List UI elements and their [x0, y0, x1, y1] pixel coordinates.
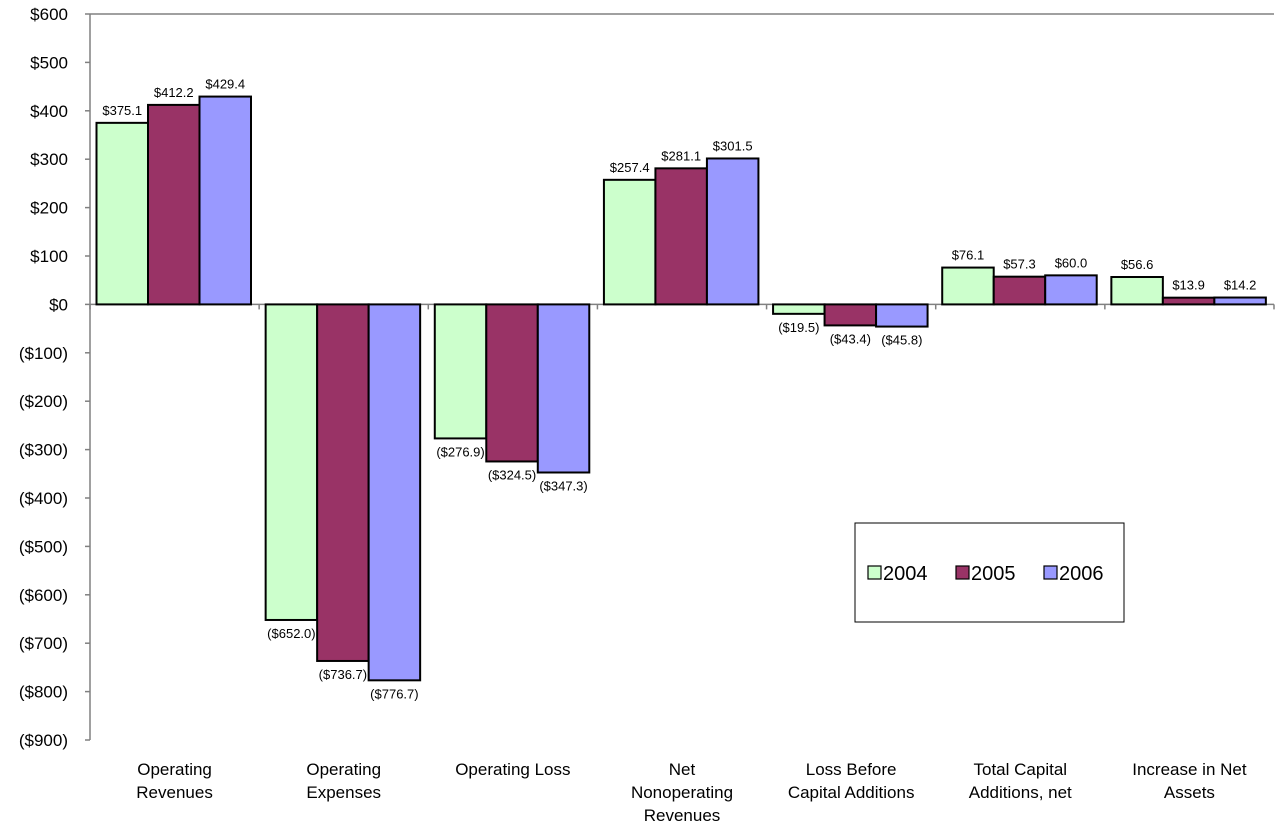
data-label-2006-4: $301.5 — [713, 138, 753, 153]
data-label-2006-6: $60.0 — [1055, 255, 1088, 270]
bar-2005-3 — [485, 303, 539, 463]
bar-2004-3 — [433, 303, 488, 440]
legend-box — [854, 522, 1125, 623]
data-label-2004-7: $56.6 — [1121, 257, 1154, 272]
data-label-2004-6: $76.1 — [952, 248, 985, 263]
y-axis: $600 $500 $400 $300 $200 $100 $0 ($100) ($200) ($… — [19, 5, 91, 750]
y-tick-label: ($800) — [19, 683, 68, 702]
bar-2006-1 — [198, 95, 252, 306]
data-label-2005-6: $57.3 — [1003, 257, 1036, 272]
category-label: Operating Loss — [455, 760, 570, 779]
bar-2006-7 — [1213, 296, 1267, 306]
category-label: Loss Before Capital Additions — [788, 760, 915, 802]
data-label-2005-1: $412.2 — [154, 85, 194, 100]
y-tick-label: $600 — [30, 5, 68, 24]
data-label-2005-5: ($43.4) — [830, 331, 871, 346]
bar-2005-7 — [1161, 296, 1216, 306]
y-tick-label: ($200) — [19, 392, 68, 411]
bar-2006-3 — [536, 303, 591, 474]
y-tick-label: ($900) — [19, 731, 68, 750]
bar-2004-6 — [941, 266, 995, 306]
y-tick-label: $100 — [30, 247, 68, 266]
data-label-2004-4: $257.4 — [610, 160, 650, 175]
legend-swatch-2006 — [1043, 565, 1058, 580]
y-tick-label: ($100) — [19, 344, 68, 363]
bar-2005-6 — [992, 275, 1047, 306]
legend-label-2005: 2005 — [971, 563, 1016, 585]
bar-2005-5 — [823, 303, 878, 327]
bar-2006-5 — [875, 303, 929, 328]
bar-2006-2 — [367, 303, 422, 682]
bar-2006-4 — [705, 157, 760, 306]
category-label: Increase in Net Assets — [1132, 760, 1247, 802]
data-label-2006-7: $14.2 — [1224, 278, 1257, 293]
y-tick-label: $0 — [49, 295, 68, 314]
data-label-2005-2: ($736.7) — [319, 667, 367, 682]
y-tick-label: $500 — [30, 53, 68, 72]
data-label-2004-5: ($19.5) — [778, 320, 819, 335]
y-tick-label: ($700) — [19, 634, 68, 653]
data-label-2004-2: ($652.0) — [267, 626, 315, 641]
data-labels: $375.1 ($652.0) ($276.9) $257.4 ($19.5) $76.1… — [102, 77, 1256, 702]
bar-2004-4 — [602, 178, 657, 306]
bar-2004-1 — [95, 121, 149, 306]
legend: 2004 2005 2006 — [854, 522, 1125, 623]
data-label-2005-4: $281.1 — [661, 148, 701, 163]
legend-swatch-2005 — [955, 565, 970, 580]
bar-2006-6 — [1044, 274, 1098, 306]
category-label: Net Nonoperating Revenues — [631, 760, 733, 825]
legend-label-2006: 2006 — [1059, 563, 1104, 585]
y-tick-label: $200 — [30, 199, 68, 218]
bar-2004-5 — [772, 303, 826, 315]
category-label: Operating Expenses — [306, 760, 381, 802]
data-label-2004-3: ($276.9) — [436, 444, 484, 459]
bar-2004-7 — [1110, 276, 1164, 306]
data-label-2005-3: ($324.5) — [488, 467, 536, 482]
data-label-2006-5: ($45.8) — [881, 333, 922, 348]
bars — [95, 95, 1267, 682]
category-labels: Operating Revenues Operating Expenses Operat… — [136, 760, 1247, 825]
legend-swatch-2004 — [867, 565, 882, 580]
data-label-2006-2: ($776.7) — [370, 686, 418, 701]
y-tick-label: ($300) — [19, 441, 68, 460]
bar-2005-2 — [316, 303, 370, 662]
data-label-2006-3: ($347.3) — [539, 478, 587, 493]
data-label-2004-1: $375.1 — [102, 103, 142, 118]
bar-2005-4 — [654, 167, 708, 306]
data-label-2006-1: $429.4 — [205, 77, 245, 92]
bar-2005-1 — [147, 103, 201, 306]
bar-2004-2 — [264, 303, 319, 621]
y-tick-label: $300 — [30, 150, 68, 169]
y-tick-label: ($400) — [19, 489, 68, 508]
data-label-2005-7: $13.9 — [1172, 278, 1205, 293]
y-tick-label: ($500) — [19, 537, 68, 556]
category-label: Total Capital Additions, net — [969, 760, 1072, 802]
category-label: Operating Revenues — [136, 760, 213, 802]
legend-label-2004: 2004 — [883, 563, 928, 585]
y-tick-label: ($600) — [19, 586, 68, 605]
y-tick-label: $400 — [30, 102, 68, 121]
